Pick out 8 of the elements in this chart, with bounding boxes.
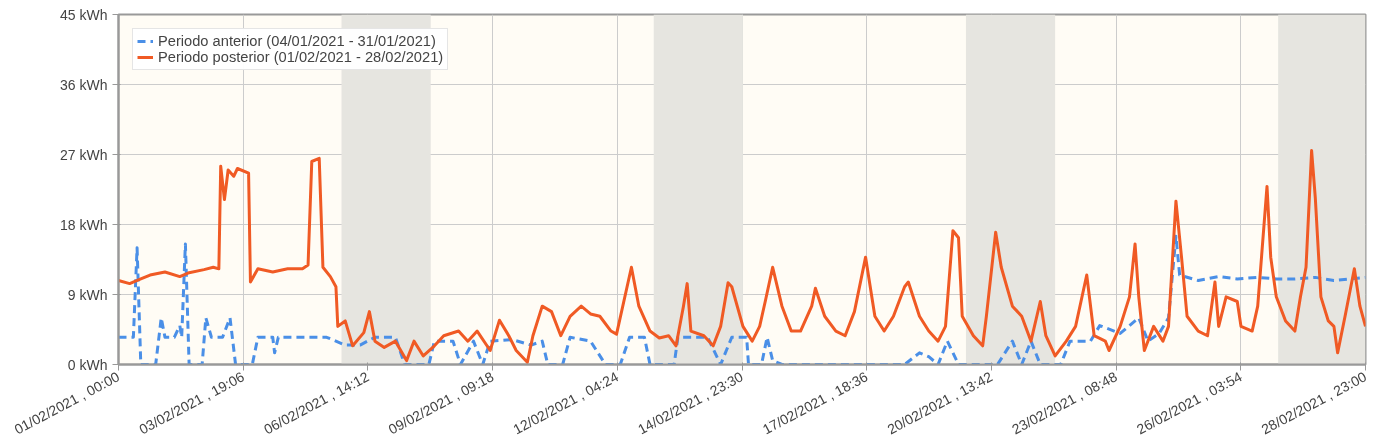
- legend-label: Periodo posterior (01/02/2021 - 28/02/2021): [158, 49, 444, 65]
- y-tick-label: 45 kWh: [60, 6, 108, 23]
- legend-label: Periodo anterior (04/01/2021 - 31/01/2021): [158, 33, 436, 49]
- y-tick-label: 27 kWh: [60, 146, 108, 163]
- y-tick-label: 18 kWh: [60, 216, 108, 233]
- y-tick-label: 0 kWh: [67, 356, 108, 373]
- y-tick-label: 9 kWh: [67, 286, 108, 303]
- y-tick-label: 36 kWh: [60, 76, 108, 93]
